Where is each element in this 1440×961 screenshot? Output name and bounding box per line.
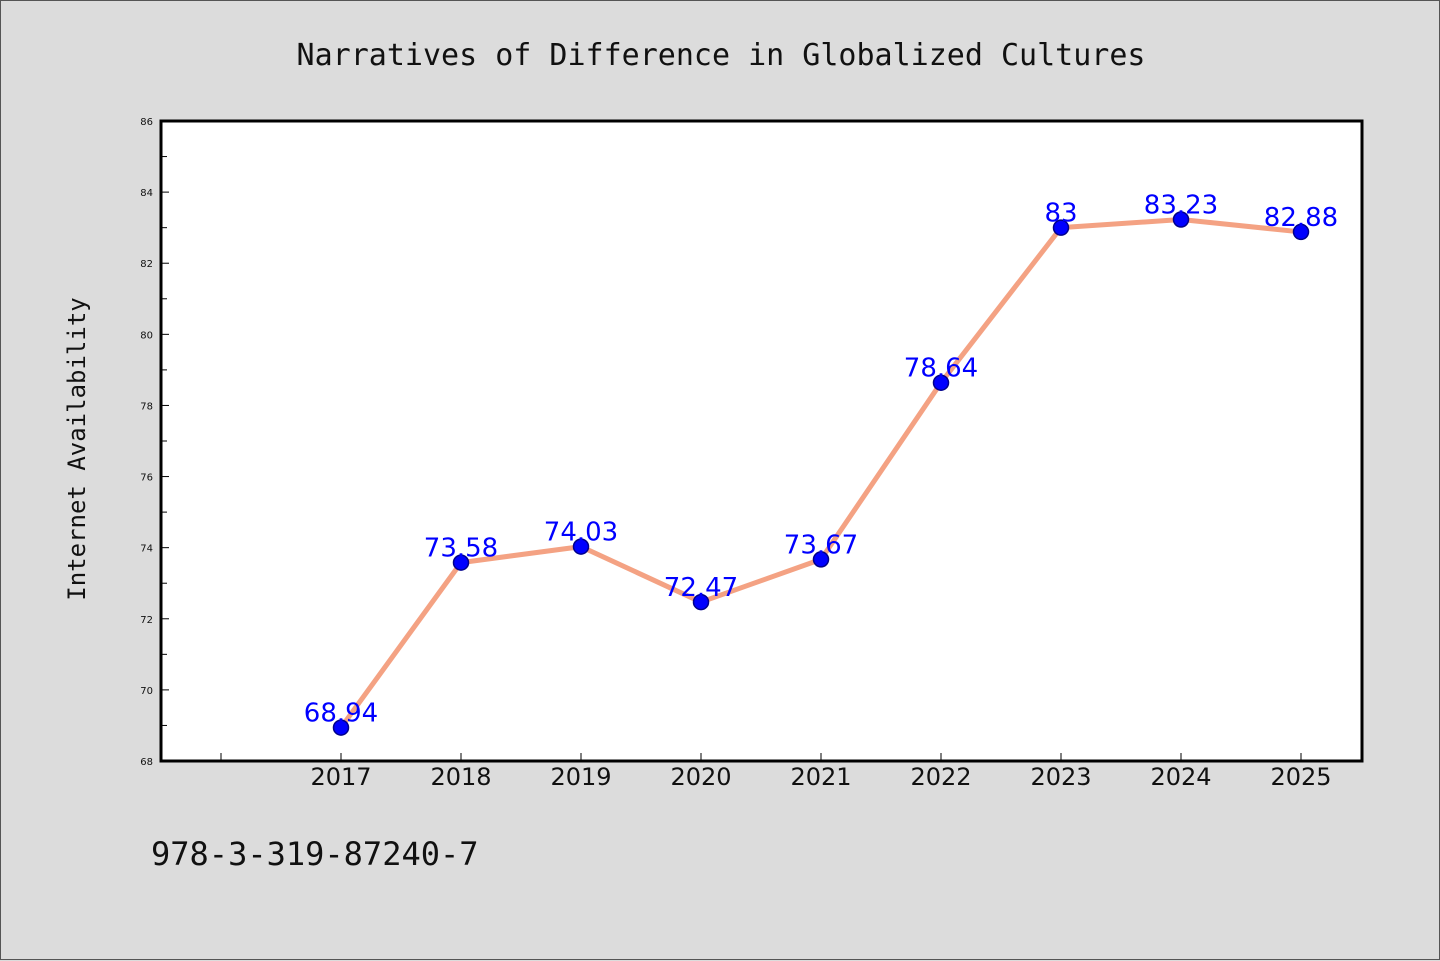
y-tick-label: 72	[140, 615, 153, 626]
data-point-2021	[812, 551, 830, 568]
x-tick-label: 2022	[910, 763, 971, 791]
data-point-2017	[332, 719, 350, 736]
data-point-2019	[572, 538, 590, 555]
data-point-2020	[692, 593, 710, 611]
data-label-2017: 68.94	[304, 699, 378, 729]
data-label-2019: 74.03	[544, 518, 618, 548]
y-tick-label: 74	[140, 544, 153, 555]
x-tick-label: 2024	[1150, 763, 1211, 791]
x-tick-label: 2023	[1030, 763, 1091, 791]
x-tick-label: 2020	[670, 763, 731, 791]
y-tick-label: 76	[140, 473, 153, 484]
data-label-2024: 83.23	[1144, 190, 1218, 220]
y-tick-label: 84	[140, 188, 153, 199]
x-tick-label: 2021	[790, 763, 851, 791]
data-label-2022: 78.64	[904, 354, 978, 384]
y-tick-label: 86	[140, 117, 153, 128]
x-tick-label: 2025	[1270, 763, 1331, 791]
data-point-2024	[1172, 211, 1190, 228]
data-label-2020: 72.47	[664, 573, 738, 603]
y-tick-label: 80	[140, 330, 153, 341]
chart-title: Narratives of Difference in Globalized C…	[297, 38, 1146, 73]
data-labels: 68.94 73.58 74.03 72.47 73.67 78.64 83 83.23 82.…	[304, 190, 1338, 728]
data-point-2022	[932, 374, 950, 391]
x-tick-label: 2018	[430, 763, 491, 791]
x-tick-label: 2019	[550, 763, 611, 791]
data-label-2025: 82.88	[1264, 203, 1338, 233]
y-tick-label: 70	[140, 686, 153, 697]
plot-area	[159, 119, 1364, 763]
y-tick-label: 78	[140, 401, 153, 412]
data-point-2018	[452, 554, 470, 571]
data-point-2023	[1052, 219, 1070, 236]
isbn-footnote: 978-3-319-87240-7	[151, 835, 479, 873]
y-axis: 68 70 72 74 76 78 80 82 84 86	[140, 117, 169, 768]
series-line	[332, 211, 1310, 736]
data-label-2018: 73.58	[424, 534, 498, 564]
data-point-2025	[1292, 223, 1310, 241]
data-label-2021: 73.67	[784, 530, 858, 560]
x-tick-label: 2017	[310, 763, 371, 791]
y-tick-label: 82	[140, 259, 153, 270]
x-axis: 2017 2018 2019 2020 2021 2022 2023 2024 2025	[220, 753, 1332, 791]
data-label-2023: 83	[1044, 199, 1077, 229]
y-axis-label: Internet Availability	[63, 297, 91, 600]
y-tick-label: 68	[140, 757, 153, 768]
